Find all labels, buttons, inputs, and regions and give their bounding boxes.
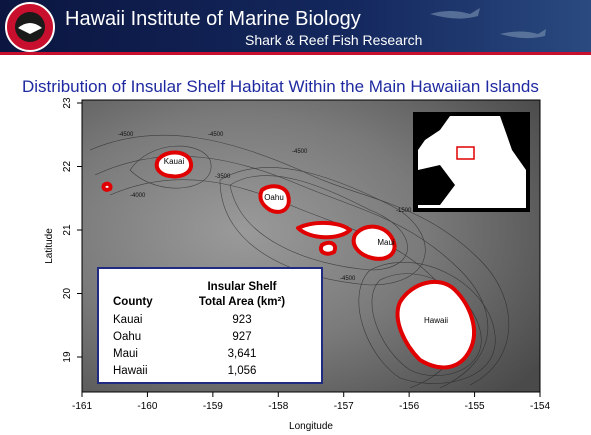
area-cell: 3,641 bbox=[228, 348, 257, 360]
header-subtitle: Shark & Reef Fish Research bbox=[245, 32, 422, 48]
island-label: Hawaii bbox=[424, 316, 448, 325]
y-tick-label: 21 bbox=[62, 224, 73, 236]
contour-label: -1500 bbox=[396, 208, 412, 214]
lanai bbox=[319, 240, 337, 256]
x-tick-label: -159 bbox=[203, 401, 223, 412]
county-cell: Kauai bbox=[113, 314, 142, 326]
y-tick-label: 19 bbox=[62, 351, 73, 363]
island-label: Oahu bbox=[264, 193, 284, 202]
kauai bbox=[154, 150, 194, 179]
contour-label: -4500 bbox=[118, 132, 134, 138]
table-header: Total Area (km²) bbox=[199, 296, 285, 308]
x-tick-label: -161 bbox=[72, 401, 92, 412]
logo-shark bbox=[18, 23, 42, 34]
x-tick-label: -157 bbox=[334, 401, 354, 412]
contour-labels: -4500 -4500 -4500 -4000 -3500 -1500 -450… bbox=[118, 132, 412, 282]
county-cell: Oahu bbox=[113, 331, 141, 343]
contour-label: -4000 bbox=[130, 193, 146, 199]
hawaii bbox=[395, 280, 476, 370]
x-tick-label: -158 bbox=[268, 401, 288, 412]
y-tick-label: 22 bbox=[62, 161, 73, 173]
contour-label: -3500 bbox=[215, 174, 231, 180]
y-tick-label: 20 bbox=[62, 288, 73, 300]
county-cell: Hawaii bbox=[113, 365, 148, 377]
table-header: County bbox=[113, 296, 153, 308]
maui bbox=[351, 224, 397, 261]
inset-land bbox=[418, 116, 526, 205]
header-stripe bbox=[0, 52, 591, 55]
x-tick-label: -154 bbox=[530, 401, 550, 412]
y-axis-label: Latitude bbox=[44, 228, 55, 264]
map-frame bbox=[81, 99, 541, 393]
island-label: Maui bbox=[377, 238, 395, 247]
contour-label: -4500 bbox=[208, 132, 224, 138]
main-title: Distribution of Insular Shelf Habitat Wi… bbox=[22, 77, 539, 96]
x-axis-label: Longitude bbox=[289, 421, 333, 432]
table-box bbox=[97, 267, 323, 384]
x-tick-label: -160 bbox=[137, 401, 157, 412]
contour-label: -4500 bbox=[340, 276, 356, 282]
niihau bbox=[101, 181, 113, 192]
x-tick-label: -156 bbox=[399, 401, 419, 412]
table-header: Insular Shelf bbox=[207, 281, 276, 293]
axes: -161 -160 -159 -158 -157 -156 -155 -154 19 20 21 22… bbox=[62, 97, 550, 412]
molokai bbox=[296, 221, 352, 240]
county-cell: Maui bbox=[113, 348, 138, 360]
shark-silhouettes bbox=[430, 8, 546, 39]
area-cell: 923 bbox=[232, 314, 251, 326]
x-tick-label: -155 bbox=[465, 401, 485, 412]
area-cell: 1,056 bbox=[228, 365, 257, 377]
header-title: Hawaii Institute of Marine Biology bbox=[65, 8, 361, 30]
inset-highlight bbox=[456, 146, 475, 160]
oahu bbox=[258, 184, 291, 214]
table-rows: Kauai 923 Oahu 927 Maui 3,641 Hawaii 1,056 bbox=[113, 314, 256, 377]
header-bar bbox=[0, 0, 591, 52]
y-tick-label: 23 bbox=[62, 97, 73, 109]
island-label: Kauai bbox=[164, 157, 185, 166]
islands bbox=[101, 150, 476, 370]
contour-label: -4500 bbox=[292, 149, 308, 155]
area-cell: 927 bbox=[232, 331, 251, 343]
